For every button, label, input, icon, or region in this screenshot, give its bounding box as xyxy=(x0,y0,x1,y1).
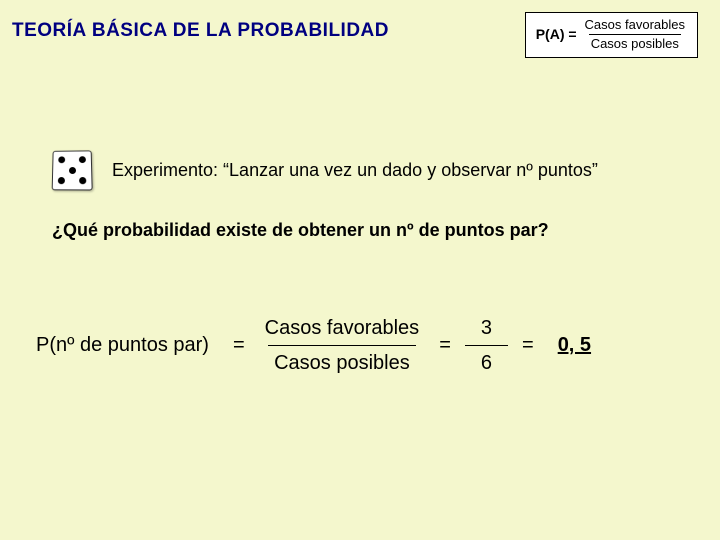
calc-frac2-den: 6 xyxy=(465,345,508,376)
calculation-row: P(nº de puntos par) = Casos favorables C… xyxy=(36,315,591,376)
equals-sign: = xyxy=(522,334,534,357)
calc-fraction-numbers: 3 6 xyxy=(465,315,508,376)
experiment-row: Experimento: “Lanzar una vez un dado y o… xyxy=(52,150,598,190)
dice-icon xyxy=(52,150,93,190)
formula-numerator: Casos favorables xyxy=(583,17,687,34)
equals-sign: = xyxy=(233,334,245,357)
equals-sign: = xyxy=(439,334,451,357)
calc-frac2-num: 3 xyxy=(465,315,508,345)
question-text: ¿Qué probabilidad existe de obtener un n… xyxy=(52,220,549,241)
formula-fraction: Casos favorables Casos posibles xyxy=(583,17,687,51)
calc-result: 0, 5 xyxy=(558,334,591,357)
formula-lhs: P(A) = xyxy=(536,26,577,42)
page-title: TEORÍA BÁSICA DE LA PROBABILIDAD xyxy=(12,20,389,42)
calc-frac1-num: Casos favorables xyxy=(259,315,426,345)
calc-lhs: P(nº de puntos par) xyxy=(36,334,209,357)
formula-denominator: Casos posibles xyxy=(589,34,681,52)
formula-box: P(A) = Casos favorables Casos posibles xyxy=(525,12,698,58)
calc-frac1-den: Casos posibles xyxy=(268,345,416,376)
calc-fraction-words: Casos favorables Casos posibles xyxy=(259,315,426,376)
experiment-text: Experimento: “Lanzar una vez un dado y o… xyxy=(112,160,598,181)
